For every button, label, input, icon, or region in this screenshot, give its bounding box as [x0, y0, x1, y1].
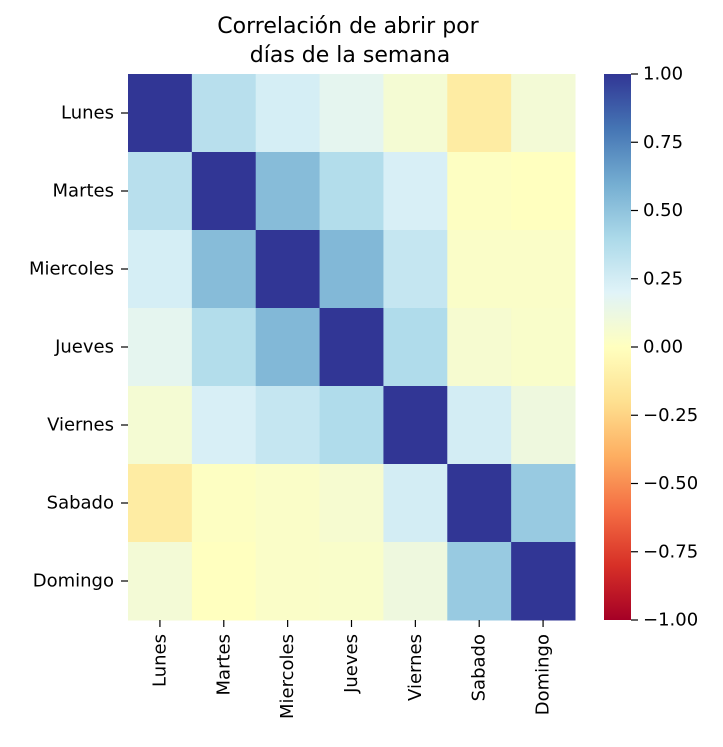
x-tick-label: Miercoles [277, 634, 298, 719]
heatmap-cell [191, 74, 257, 153]
heatmap-cell [447, 542, 512, 621]
heatmap-cell [447, 74, 512, 153]
x-tick-label: Jueves [341, 634, 362, 694]
y-tick-label: Domingo [33, 571, 114, 592]
y-tick-label: Miercoles [29, 259, 114, 280]
heatmap-cells [128, 74, 576, 621]
chart-title-line-2: días de la semana [250, 43, 450, 68]
heatmap-cell [447, 308, 512, 387]
heatmap-cell [128, 464, 193, 543]
x-tick-label: Viernes [405, 634, 426, 701]
heatmap-cell [511, 308, 576, 387]
heatmap-cell [255, 230, 321, 309]
heatmap-cell [383, 230, 448, 309]
heatmap-cell [191, 230, 257, 309]
heatmap-cell [255, 308, 321, 387]
heatmap-cell [383, 386, 448, 465]
heatmap-cell [511, 386, 576, 465]
heatmap-cell [383, 464, 448, 543]
heatmap-cell [255, 542, 321, 621]
heatmap-cell [128, 386, 193, 465]
heatmap-cell [128, 230, 193, 309]
heatmap-cell [447, 464, 512, 543]
colorbar-tick-label: −0.75 [643, 541, 698, 562]
colorbar-ticks: 1.00 0.75 0.50 0.25 0.00 −0.25 −0.50 −0.75 −1.00 [631, 64, 698, 631]
heatmap-cell [319, 542, 384, 621]
heatmap-cell [255, 386, 321, 465]
heatmap-cell [128, 542, 193, 621]
heatmap-cell [383, 152, 448, 231]
chart-title-line-1: Correlación de abrir por [217, 14, 479, 39]
heatmap-cell [511, 74, 576, 153]
colorbar-tick-label: 1.00 [643, 64, 683, 85]
heatmap-cell [319, 464, 384, 543]
heatmap-cell [319, 386, 384, 465]
heatmap-cell [191, 152, 257, 231]
heatmap-cell [511, 230, 576, 309]
colorbar-tick-label: −1.00 [643, 610, 698, 631]
colorbar-tick-label: 0.00 [643, 337, 683, 358]
y-tick-label: Viernes [47, 415, 114, 436]
heatmap-cell [447, 152, 512, 231]
colorbar-tick-label: −0.25 [643, 405, 698, 426]
heatmap-cell [511, 542, 576, 621]
heatmap-cell [319, 308, 384, 387]
heatmap-cell [319, 230, 384, 309]
colorbar-tick-label: 0.75 [643, 132, 683, 153]
x-tick-label: Lunes [149, 634, 170, 687]
heatmap-cell [319, 74, 384, 153]
y-tick-label: Martes [53, 181, 114, 202]
heatmap-cell [383, 308, 448, 387]
heatmap-cell [191, 308, 257, 387]
x-axis-ticks: Lunes Martes Miercoles Jueves Viernes Sabado D… [149, 620, 554, 719]
heatmap-cell [319, 152, 384, 231]
heatmap-cell [191, 542, 257, 621]
colorbar-tick-label: 0.50 [643, 200, 683, 221]
colorbar-tick-label: −0.50 [643, 473, 698, 494]
y-tick-label: Sabado [47, 493, 114, 514]
heatmap-cell [191, 464, 257, 543]
heatmap-cell [128, 74, 193, 153]
heatmap-cell [383, 74, 448, 153]
heatmap-cell [128, 308, 193, 387]
heatmap-cell [383, 542, 448, 621]
y-tick-label: Jueves [54, 337, 114, 358]
x-tick-label: Domingo [533, 634, 554, 715]
x-tick-label: Sabado [469, 634, 490, 701]
colorbar-tick-label: 0.25 [643, 268, 683, 289]
y-axis-ticks: Lunes Martes Miercoles Jueves Viernes Sabado D… [29, 103, 128, 592]
heatmap-cell [191, 386, 257, 465]
heatmap-cell [511, 152, 576, 231]
heatmap-cell [511, 464, 576, 543]
x-tick-label: Martes [213, 634, 234, 695]
heatmap-cell [255, 152, 321, 231]
y-tick-label: Lunes [61, 103, 114, 124]
heatmap-cell [447, 386, 512, 465]
heatmap-cell [255, 74, 321, 153]
colorbar [604, 74, 631, 620]
heatmap-cell [128, 152, 193, 231]
heatmap-cell [255, 464, 321, 543]
heatmap-cell [447, 230, 512, 309]
